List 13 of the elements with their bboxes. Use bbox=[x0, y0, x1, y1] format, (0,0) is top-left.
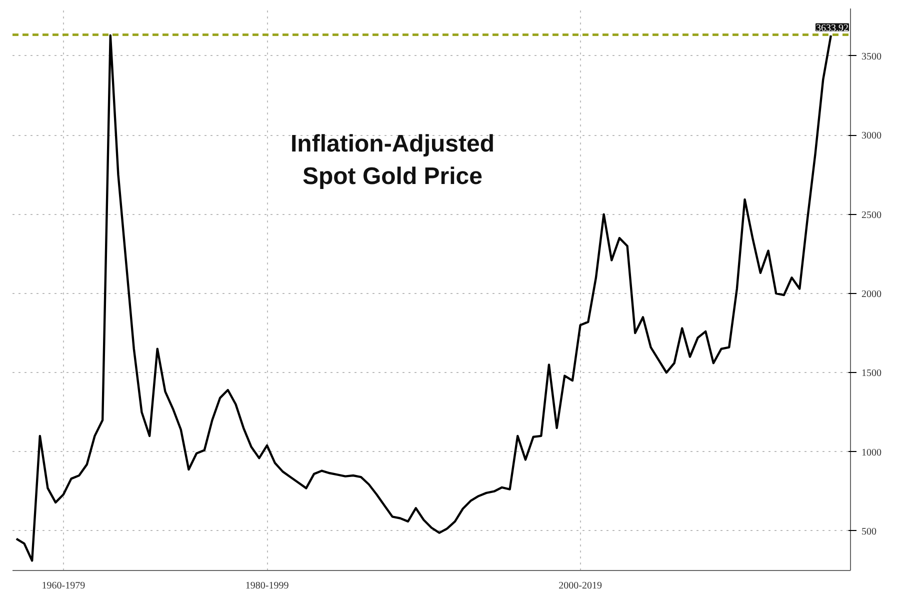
y-tick-label: 3500 bbox=[862, 51, 882, 62]
y-tick-label: 500 bbox=[862, 526, 876, 538]
y-tick-label: 3000 bbox=[862, 130, 882, 142]
x-tick-label: 1960-1979 bbox=[42, 580, 86, 592]
y-tick-label: 1000 bbox=[862, 447, 882, 458]
y-tick-label: 2500 bbox=[862, 210, 882, 221]
ref-line-label: 3633.92 bbox=[816, 22, 848, 34]
x-tick-label: 2000-2019 bbox=[558, 580, 602, 592]
y-tick-label: 2000 bbox=[862, 288, 882, 300]
y-tick-label: 1500 bbox=[862, 368, 882, 380]
text: Inflation-Adjusted Spot Gold Price bbox=[290, 130, 494, 190]
line-series bbox=[15, 34, 832, 562]
x-tick-label: 1980-1999 bbox=[245, 580, 289, 592]
